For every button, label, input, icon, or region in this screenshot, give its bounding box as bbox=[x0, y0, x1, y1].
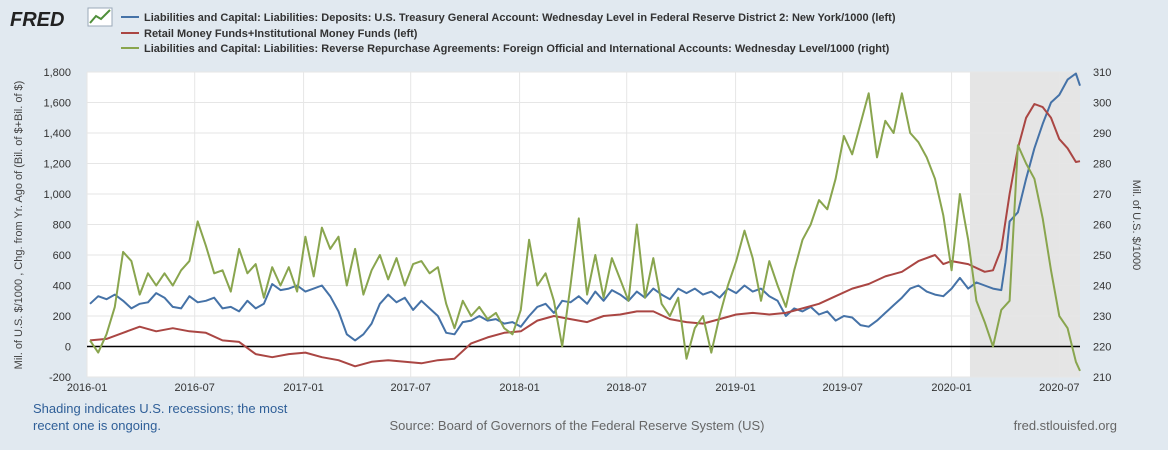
right-tick-label: 250 bbox=[1093, 250, 1111, 262]
legend-label-money-funds: Retail Money Funds+Institutional Money F… bbox=[144, 28, 418, 40]
x-axis-ticks: 2016-01 2016-07 2017-01 2017-07 2018-01 2018-… bbox=[67, 382, 1080, 394]
right-tick-label: 210 bbox=[1093, 372, 1111, 384]
left-tick-label: 0 bbox=[65, 342, 71, 354]
left-tick-label: 1,600 bbox=[43, 98, 71, 110]
right-tick-label: 270 bbox=[1093, 189, 1111, 201]
x-tick-label: 2019-01 bbox=[715, 382, 755, 394]
right-tick-label: 240 bbox=[1093, 281, 1111, 293]
legend: Liabilities and Capital: Liabilities: De… bbox=[121, 12, 896, 55]
series-reverse-repo-line bbox=[89, 92, 1081, 372]
left-tick-label: 1,200 bbox=[43, 159, 71, 171]
left-axis-title: Mil. of U.S. $/1000 , Chg. from Yr. Ago … bbox=[13, 81, 25, 370]
left-tick-label: 1,400 bbox=[43, 128, 71, 140]
right-tick-label: 290 bbox=[1093, 128, 1111, 140]
x-tick-label: 2020-07 bbox=[1039, 382, 1079, 394]
series-money-funds-line bbox=[89, 103, 1081, 368]
right-tick-label: 230 bbox=[1093, 311, 1111, 323]
left-tick-label: 1,000 bbox=[43, 189, 71, 201]
legend-label-treasury-account: Liabilities and Capital: Liabilities: De… bbox=[144, 12, 896, 24]
x-tick-label: 2018-07 bbox=[607, 382, 647, 394]
left-axis-ticks: -200 0 200 400 600 800 1,000 1,200 1,400 1,600 1,8… bbox=[43, 67, 71, 384]
source-note: Source: Board of Governors of the Federa… bbox=[390, 418, 765, 433]
right-tick-label: 300 bbox=[1093, 98, 1111, 110]
x-tick-label: 2016-07 bbox=[175, 382, 215, 394]
fred-logo[interactable]: FRED bbox=[10, 7, 113, 31]
series-treasury-account-line bbox=[89, 72, 1081, 342]
left-tick-label: 200 bbox=[53, 311, 71, 323]
right-tick-label: 310 bbox=[1093, 67, 1111, 79]
right-axis-title: Mil. of U.S. $/1000 bbox=[1130, 180, 1142, 271]
left-tick-label: 1,800 bbox=[43, 67, 71, 79]
x-tick-label: 2019-07 bbox=[823, 382, 863, 394]
recession-note-line1: Shading indicates U.S. recessions; the m… bbox=[33, 401, 288, 416]
site-link[interactable]: fred.stlouisfed.org bbox=[1014, 418, 1117, 433]
left-tick-label: 600 bbox=[53, 250, 71, 262]
x-tick-label: 2017-01 bbox=[283, 382, 323, 394]
series-lines bbox=[89, 72, 1081, 372]
legend-label-reverse-repo: Liabilities and Capital: Liabilities: Re… bbox=[144, 43, 890, 55]
fred-logo-chart-icon bbox=[87, 7, 113, 27]
x-tick-label: 2016-01 bbox=[67, 382, 107, 394]
right-axis-ticks: 210 220 230 240 250 260 270 280 290 300 310 bbox=[1093, 67, 1111, 384]
recession-note-line2: recent one is ongoing. bbox=[33, 418, 161, 433]
x-tick-label: 2018-01 bbox=[499, 382, 539, 394]
x-tick-label: 2020-01 bbox=[931, 382, 971, 394]
right-tick-label: 280 bbox=[1093, 159, 1111, 171]
right-tick-label: 260 bbox=[1093, 220, 1111, 232]
left-tick-label: -200 bbox=[49, 372, 71, 384]
x-tick-label: 2017-07 bbox=[391, 382, 431, 394]
left-tick-label: 400 bbox=[53, 281, 71, 293]
left-tick-label: 800 bbox=[53, 220, 71, 232]
right-tick-label: 220 bbox=[1093, 342, 1111, 354]
fred-logo-text: FRED bbox=[10, 9, 64, 31]
